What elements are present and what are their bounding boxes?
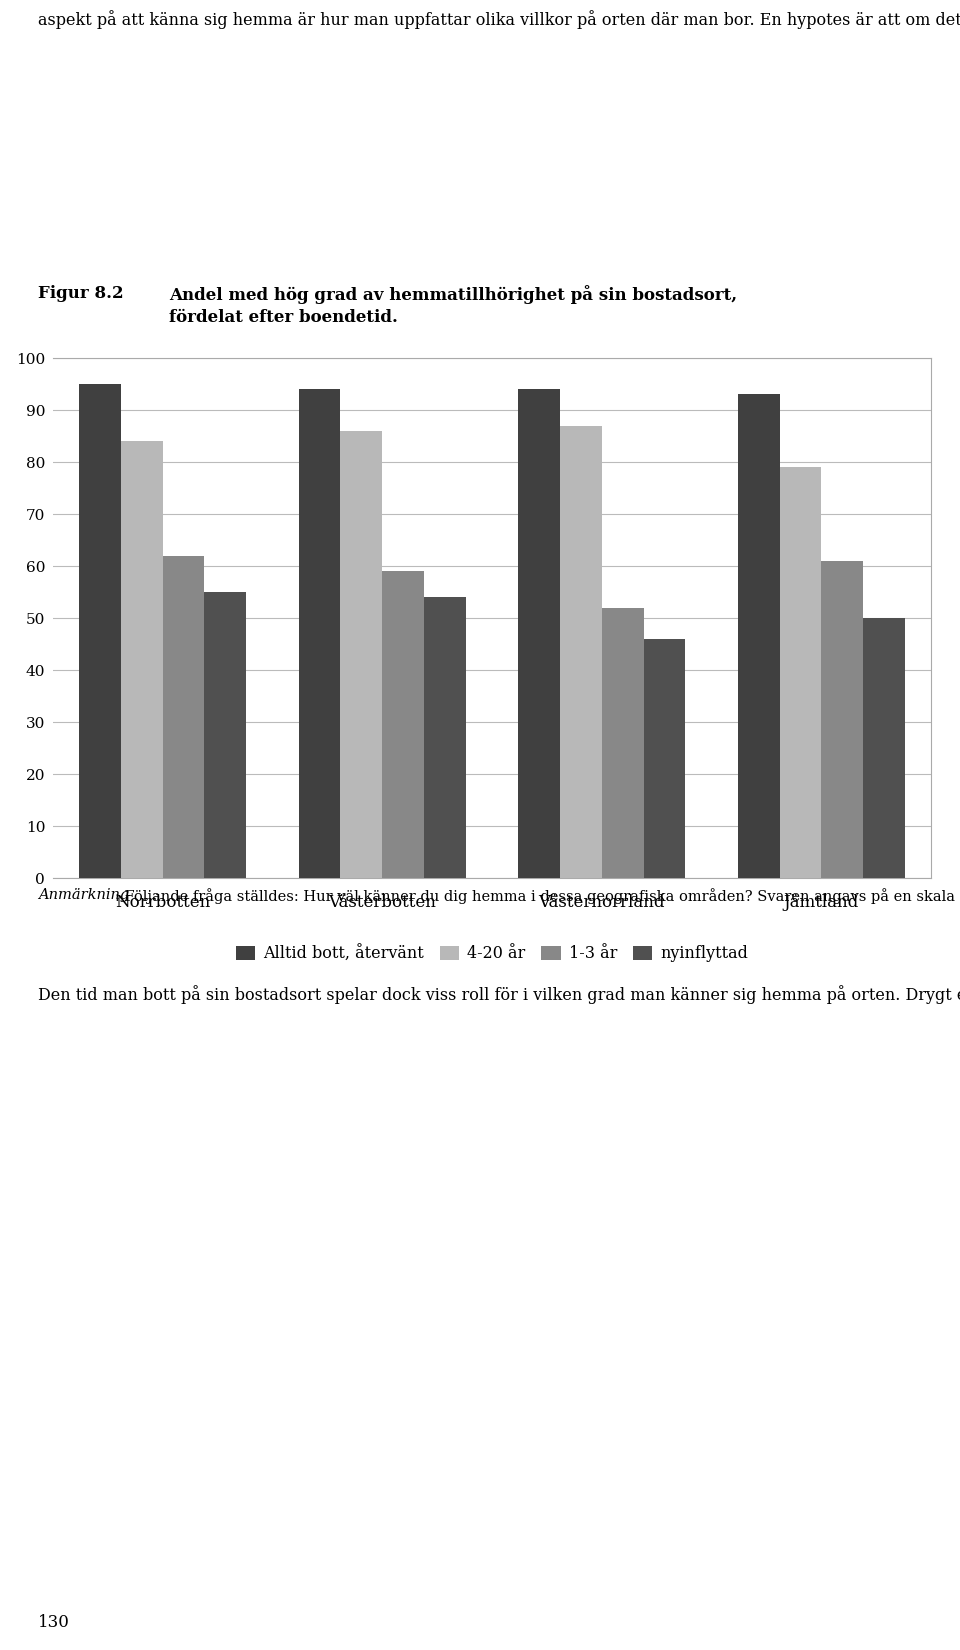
Text: Andel med hög grad av hemmatillhörighet på sin bostadsort,
fördelat efter boende: Andel med hög grad av hemmatillhörighet … bbox=[169, 285, 737, 327]
Bar bbox=[299, 389, 341, 878]
Bar bbox=[204, 592, 246, 878]
Text: 130: 130 bbox=[38, 1614, 70, 1630]
Bar bbox=[162, 556, 204, 878]
Bar bbox=[341, 431, 382, 878]
Bar bbox=[121, 441, 162, 878]
Bar bbox=[518, 389, 560, 878]
Bar bbox=[643, 639, 685, 878]
Bar bbox=[424, 597, 466, 878]
Bar bbox=[822, 561, 863, 878]
Text: Figur 8.2: Figur 8.2 bbox=[38, 285, 124, 302]
Bar bbox=[382, 571, 424, 878]
Text: aspekt på att känna sig hemma är hur man uppfattar olika villkor på orten där ma: aspekt på att känna sig hemma är hur man… bbox=[38, 10, 960, 30]
Bar bbox=[863, 619, 905, 878]
Bar bbox=[560, 426, 602, 878]
Bar bbox=[602, 607, 643, 878]
Legend: Alltid bott, återvänt, 4-20 år, 1-3 år, nyinflyttad: Alltid bott, återvänt, 4-20 år, 1-3 år, … bbox=[229, 939, 755, 969]
Bar bbox=[738, 394, 780, 878]
Bar bbox=[79, 384, 121, 878]
Text: Anmärkning: Anmärkning bbox=[38, 888, 130, 903]
Bar bbox=[780, 467, 822, 878]
Text: : Följande fråga ställdes: Hur väl känner du dig hemma i dessa geografiska områd: : Följande fråga ställdes: Hur väl känne… bbox=[115, 888, 960, 904]
Text: Den tid man bott på sin bostadsort spelar dock viss roll för i vilken grad man k: Den tid man bott på sin bostadsort spela… bbox=[38, 985, 960, 1003]
